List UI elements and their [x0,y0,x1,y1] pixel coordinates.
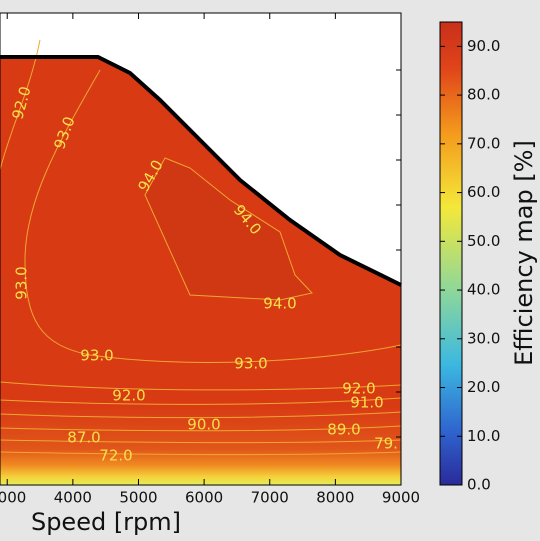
colorbar-tick-label: 80.0 [467,86,500,104]
colorbar-label: Efficiency map [%] [510,140,538,366]
contour-label: 87.0 [67,429,100,447]
contour-label: 91.0 [350,394,383,412]
contour-label: 72.0 [99,447,132,465]
colorbar-tick-label: 90.0 [467,37,500,55]
contour-label: 94.0 [263,295,296,313]
colorbar-tick-label: 10.0 [467,427,500,445]
x-tick-label: 5000 [119,489,157,507]
contour-lines [0,39,402,456]
x-tick-label: 6000 [185,489,223,507]
torque-limit [0,55,402,287]
contour-label: 89.0 [327,421,360,439]
colorbar-tick-label: 70.0 [467,134,500,152]
colorbar-tick-label: 0.0 [467,476,491,494]
peak-region [145,158,312,300]
contour-label: 92.0 [342,380,375,398]
contour-label: 93.0 [234,355,267,373]
plot-frame [0,12,402,486]
colorbar [439,21,463,486]
x-tick-label: 7000 [251,489,289,507]
x-tick-label: 4000 [54,489,92,507]
contour-label: 90.0 [187,416,220,434]
low-efficiency-band [0,405,401,485]
x-axis-label: Speed [rpm] [31,508,181,536]
colorbar-tick-label: 50.0 [467,232,500,250]
colorbar-tick-label: 40.0 [467,281,500,299]
contour-label: 93.0 [13,266,31,299]
x-tick-label: 9000 [382,489,420,507]
colorbar-tick-label: 20.0 [467,378,500,396]
contour-label: 93.0 [80,347,113,365]
x-tick-label: 3000 [0,489,26,507]
x-tick-label: 8000 [316,489,354,507]
contour-label: 92.0 [112,387,145,405]
colorbar-tick-label: 60.0 [467,183,500,201]
right-ticks [396,69,401,438]
colorbar-tick-label: 30.0 [467,329,500,347]
contour-label: 79. [374,435,398,453]
